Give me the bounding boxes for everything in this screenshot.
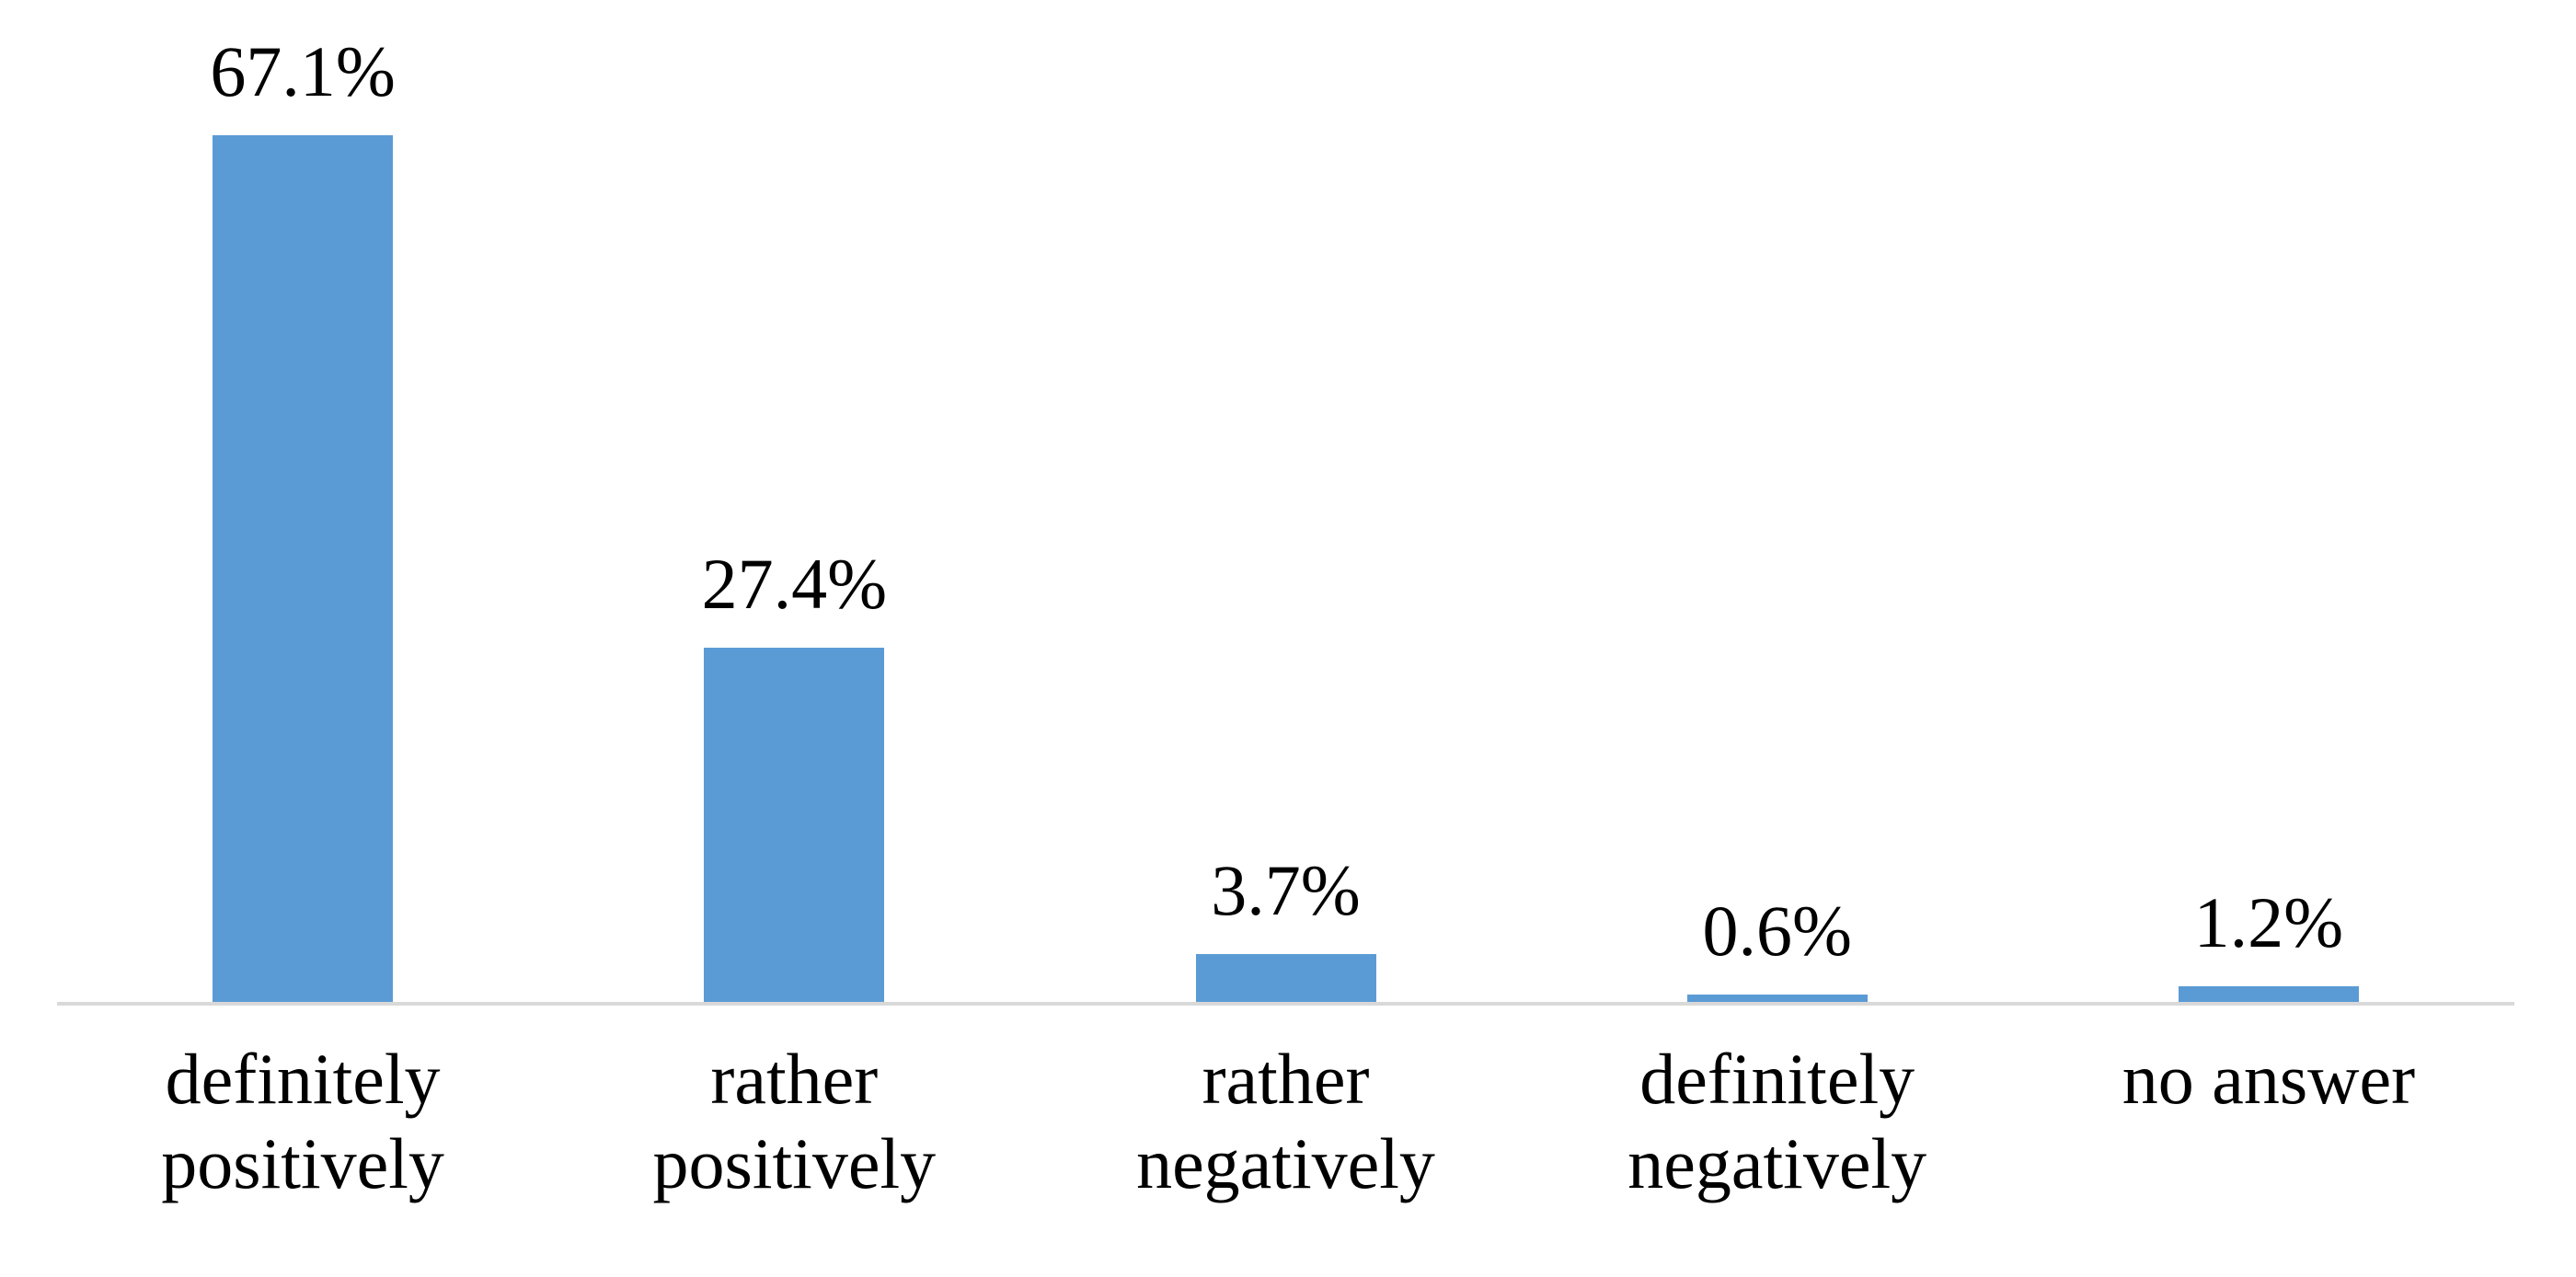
bar-value-label: 0.6%	[1702, 891, 1852, 971]
bar	[1195, 954, 1376, 1002]
bar	[704, 648, 885, 1002]
bar	[2178, 986, 2359, 1002]
bar-value-label: 67.1%	[210, 31, 396, 111]
category-label: definitely negatively	[1627, 1039, 1927, 1203]
category-axis: definitely positively rather positively ra…	[57, 1037, 2514, 1206]
bar-column: 1.2%	[2023, 887, 2514, 1002]
bar-column: 67.1%	[57, 36, 548, 1002]
bar-column: 0.6%	[1532, 895, 2023, 1002]
bar	[213, 135, 394, 1002]
category-label: rather negatively	[1136, 1039, 1435, 1203]
category-label: no answer	[2122, 1039, 2416, 1119]
category-label: rather positively	[652, 1039, 937, 1203]
category-label: definitely positively	[161, 1039, 444, 1203]
bar-value-label: 1.2%	[2193, 882, 2344, 962]
bar	[1686, 995, 1868, 1002]
bar-value-label: 27.4%	[701, 544, 888, 624]
bar-value-label: 3.7%	[1211, 850, 1361, 930]
plot-area: 67.1% 27.4% 3.7% 0.6% 1.2%	[57, 0, 2514, 1006]
bar-column: 27.4%	[548, 548, 1040, 1002]
bar-column: 3.7%	[1040, 855, 1531, 1002]
